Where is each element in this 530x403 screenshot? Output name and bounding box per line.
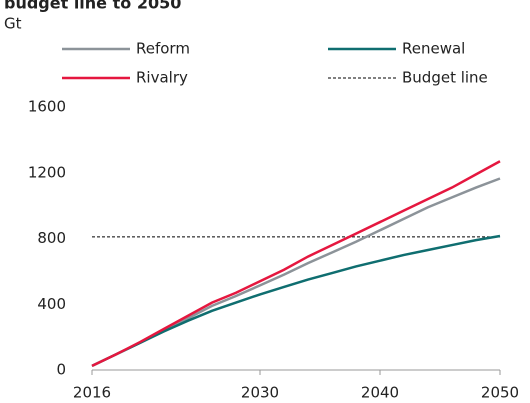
y-tick-label: 1600 (28, 98, 66, 116)
series-line (91, 234, 501, 368)
series-line (91, 160, 501, 368)
x-tick-label: 2016 (73, 384, 111, 402)
x-tick-label: 2040 (361, 384, 399, 402)
x-tick-label: 2050 (481, 384, 519, 402)
x-tick-label: 2030 (241, 384, 279, 402)
legend-label: Budget line (402, 69, 488, 87)
legend-label: Rivalry (136, 69, 188, 87)
legend-label: Renewal (402, 40, 465, 58)
y-tick-label: 400 (37, 295, 66, 313)
y-tick-label: 1200 (28, 163, 66, 181)
chart-title: budget line to 2050 (4, 0, 181, 13)
y-tick-label: 0 (56, 361, 66, 379)
y-tick-label: 800 (37, 229, 66, 247)
legend-label: Reform (136, 40, 190, 58)
y-unit: Gt (4, 15, 22, 33)
